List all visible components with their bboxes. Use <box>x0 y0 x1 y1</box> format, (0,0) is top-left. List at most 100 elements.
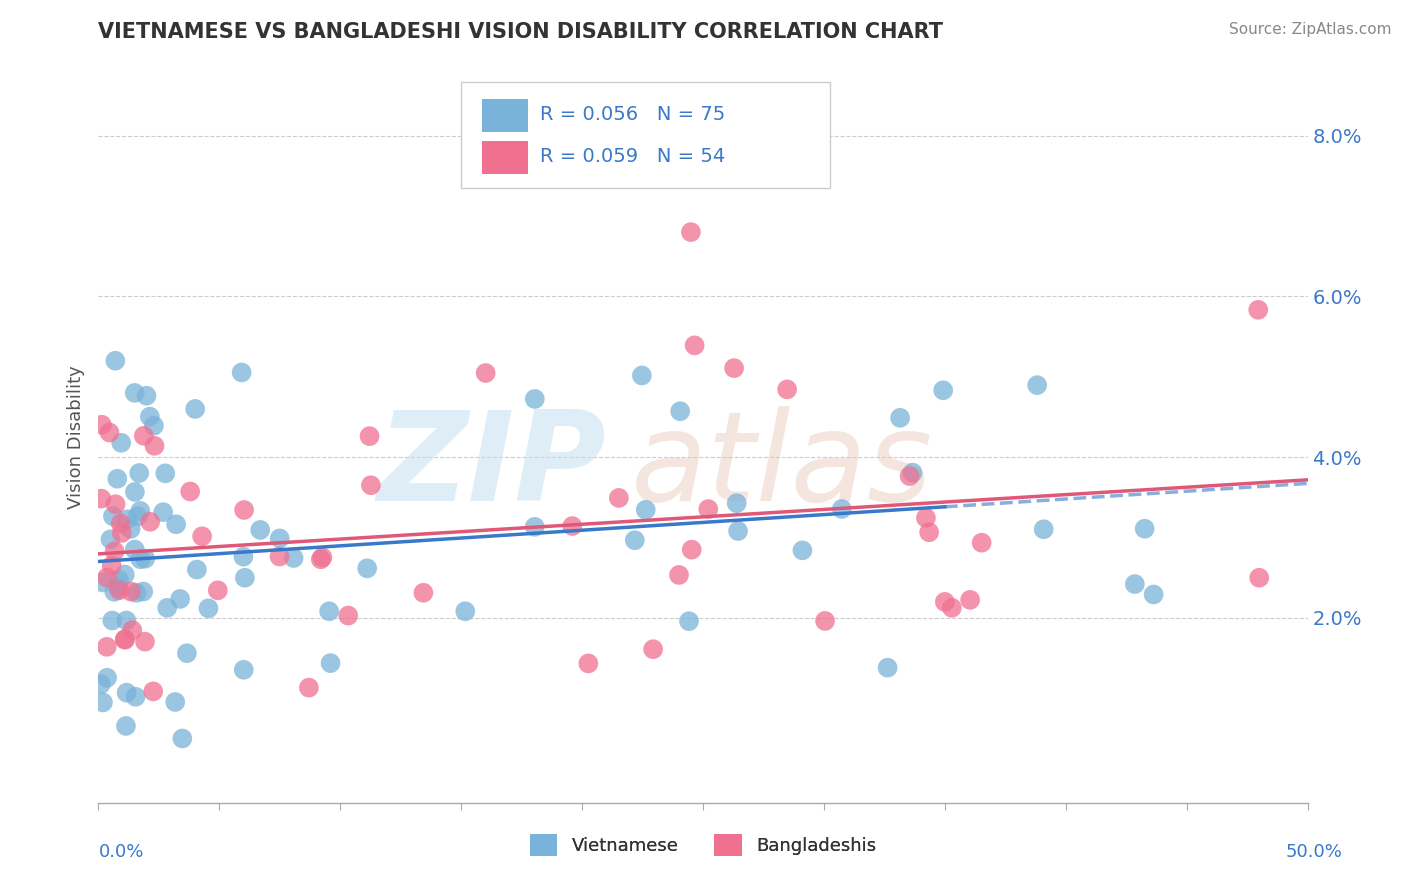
Text: 0.0%: 0.0% <box>98 843 143 861</box>
Point <box>90 677 112 691</box>
Point <box>179 484 201 499</box>
Point <box>683 338 706 352</box>
Point <box>142 418 165 433</box>
Point <box>121 623 143 637</box>
Point <box>232 549 254 564</box>
Point <box>139 515 162 529</box>
Point <box>725 496 748 510</box>
Point <box>114 567 136 582</box>
Point <box>643 642 665 657</box>
Point <box>269 532 291 546</box>
Point <box>132 429 155 443</box>
Point <box>172 731 194 746</box>
Point <box>679 225 702 239</box>
Point <box>108 583 131 598</box>
Point <box>959 592 981 607</box>
Point <box>186 563 208 577</box>
Point <box>104 544 127 558</box>
Point <box>103 584 125 599</box>
Point <box>232 663 254 677</box>
Point <box>970 535 993 549</box>
Point <box>90 417 112 432</box>
Point <box>876 661 898 675</box>
Point <box>125 586 148 600</box>
Point <box>176 646 198 660</box>
Point <box>120 522 142 536</box>
Point <box>360 478 382 492</box>
Point <box>114 632 136 647</box>
Point <box>898 469 921 483</box>
Point <box>831 502 853 516</box>
Point <box>155 467 177 481</box>
Point <box>156 600 179 615</box>
Point <box>412 586 434 600</box>
Point <box>110 435 132 450</box>
Point <box>100 533 122 547</box>
Point <box>269 549 291 564</box>
Point <box>934 595 956 609</box>
Point <box>681 542 703 557</box>
Point <box>1247 302 1270 317</box>
Point <box>129 552 152 566</box>
Point <box>669 404 692 418</box>
Point <box>107 580 129 594</box>
Point <box>576 657 599 671</box>
Point <box>191 529 214 543</box>
Point <box>1032 522 1054 536</box>
Point <box>91 575 114 590</box>
Point <box>727 524 749 538</box>
Point <box>249 523 271 537</box>
Y-axis label: Vision Disability: Vision Disability <box>66 365 84 509</box>
Point <box>523 520 546 534</box>
Text: R = 0.059   N = 54: R = 0.059 N = 54 <box>540 147 725 167</box>
FancyBboxPatch shape <box>482 99 527 132</box>
Point <box>915 511 938 525</box>
Point <box>231 366 253 380</box>
Point <box>124 385 146 400</box>
Point <box>111 526 134 541</box>
Point <box>105 472 128 486</box>
Point <box>283 551 305 566</box>
Point <box>561 519 583 533</box>
Point <box>127 509 149 524</box>
Point <box>607 491 630 505</box>
Point <box>723 361 745 376</box>
Point <box>142 684 165 698</box>
Point <box>124 690 146 704</box>
Point <box>104 353 127 368</box>
Point <box>631 368 654 383</box>
Point <box>454 604 477 618</box>
Point <box>132 584 155 599</box>
Text: 50.0%: 50.0% <box>1286 843 1343 861</box>
Point <box>165 695 187 709</box>
Point <box>1123 577 1146 591</box>
Point <box>1249 571 1271 585</box>
Text: atlas: atlas <box>630 406 932 527</box>
Point <box>932 384 955 398</box>
Text: ZIP: ZIP <box>378 406 606 527</box>
Point <box>298 681 321 695</box>
Text: Source: ZipAtlas.com: Source: ZipAtlas.com <box>1229 22 1392 37</box>
Point <box>233 571 256 585</box>
Point <box>101 509 124 524</box>
Point <box>1143 587 1166 601</box>
Point <box>152 505 174 519</box>
Text: VIETNAMESE VS BANGLADESHI VISION DISABILITY CORRELATION CHART: VIETNAMESE VS BANGLADESHI VISION DISABIL… <box>98 22 943 42</box>
Point <box>941 600 963 615</box>
Point <box>311 550 333 565</box>
Point <box>197 601 219 615</box>
Point <box>110 516 132 531</box>
Point <box>901 466 924 480</box>
Point <box>143 439 166 453</box>
Point <box>337 608 360 623</box>
Point <box>523 392 546 406</box>
Point <box>309 552 332 566</box>
Point <box>129 504 152 518</box>
Point <box>634 503 657 517</box>
Point <box>114 632 136 647</box>
Point <box>668 568 690 582</box>
Point <box>624 533 647 548</box>
Text: R = 0.056   N = 75: R = 0.056 N = 75 <box>540 105 725 124</box>
Point <box>101 614 124 628</box>
Point <box>233 503 256 517</box>
